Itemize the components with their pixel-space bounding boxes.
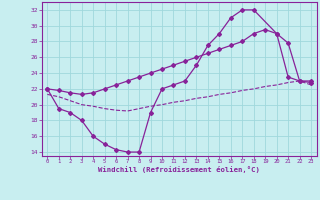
X-axis label: Windchill (Refroidissement éolien,°C): Windchill (Refroidissement éolien,°C) (98, 166, 260, 173)
